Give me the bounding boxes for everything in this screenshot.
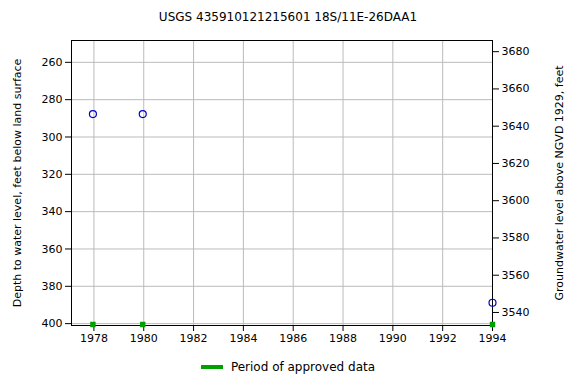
svg-text:360: 360 (42, 242, 63, 255)
svg-text:3640: 3640 (502, 120, 530, 133)
svg-text:Depth to water level, feet bel: Depth to water level, feet below land su… (11, 58, 24, 307)
svg-text:380: 380 (42, 280, 63, 293)
svg-text:3560: 3560 (502, 269, 530, 282)
svg-text:3600: 3600 (502, 194, 530, 207)
svg-text:1978: 1978 (80, 332, 108, 345)
svg-text:3660: 3660 (502, 82, 530, 95)
svg-text:3580: 3580 (502, 231, 530, 244)
html-text:USGS 435910121215601 18S/11E-2: USGS 435910121215601 18S/11E-26DAA1 (158, 10, 418, 24)
svg-text:1984: 1984 (229, 332, 257, 345)
svg-text:1992: 1992 (429, 332, 457, 345)
svg-text:260: 260 (42, 56, 63, 69)
svg-text:280: 280 (42, 93, 63, 106)
svg-text:300: 300 (42, 131, 63, 144)
svg-text:1988: 1988 (329, 332, 357, 345)
svg-text:1994: 1994 (479, 332, 507, 345)
svg-text:340: 340 (42, 205, 63, 218)
svg-text:3540: 3540 (502, 306, 530, 319)
svg-text:1986: 1986 (279, 332, 307, 345)
svg-text:320: 320 (42, 168, 63, 181)
svg-text:3680: 3680 (502, 45, 530, 58)
svg-text:3620: 3620 (502, 157, 530, 170)
svg-text:400: 400 (42, 317, 63, 330)
svg-text:1980: 1980 (130, 332, 158, 345)
svg-text:Groundwater level above NGVD 1: Groundwater level above NGVD 1929, feet (553, 65, 566, 301)
svg-text:1990: 1990 (379, 332, 407, 345)
svg-text:1982: 1982 (180, 332, 208, 345)
html-text:Period of approved data: Period of approved data (230, 360, 376, 374)
